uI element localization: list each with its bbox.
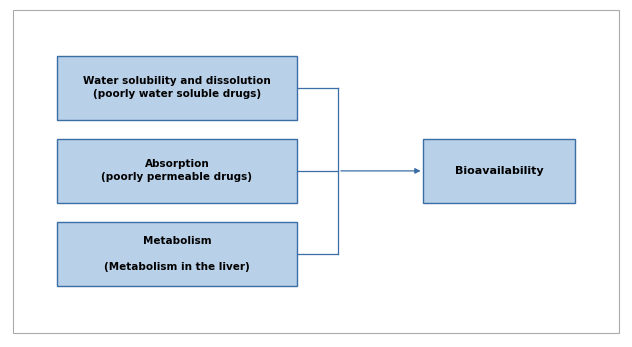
Text: Water solubility and dissolution
(poorly water soluble drugs): Water solubility and dissolution (poorly…: [83, 76, 271, 99]
FancyBboxPatch shape: [57, 56, 297, 120]
Text: Metabolism

(Metabolism in the liver): Metabolism (Metabolism in the liver): [104, 236, 250, 272]
FancyBboxPatch shape: [57, 222, 297, 286]
FancyBboxPatch shape: [57, 139, 297, 203]
FancyBboxPatch shape: [423, 139, 575, 203]
Text: Absorption
(poorly permeable drugs): Absorption (poorly permeable drugs): [102, 159, 252, 183]
Text: Bioavailability: Bioavailability: [455, 166, 544, 176]
